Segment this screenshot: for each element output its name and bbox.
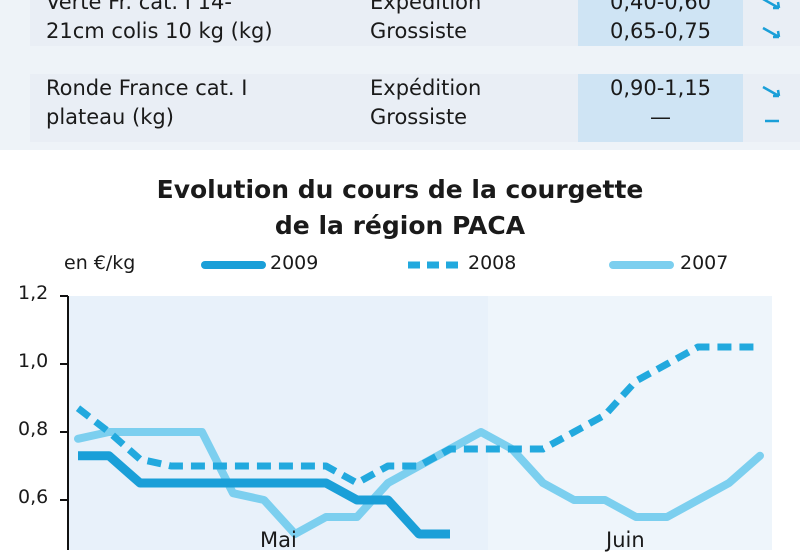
month-label-mai: Mai bbox=[260, 528, 297, 552]
product-line: Ronde France cat. I bbox=[46, 76, 248, 100]
stage-cell: Expédition Grossiste bbox=[320, 74, 578, 142]
price-cell: 0,40-0,60 0,65-0,75 bbox=[578, 0, 743, 46]
month-label-juin: Juin bbox=[606, 528, 645, 552]
legend-label-2007: 2007 bbox=[680, 252, 729, 274]
y-tick-label: 1,2 bbox=[18, 282, 49, 304]
price-value: 0,65-0,75 bbox=[609, 19, 712, 43]
may-panel bbox=[68, 296, 488, 550]
stage-label: Expédition bbox=[370, 0, 482, 14]
chart-title-line-2: de la région PACA bbox=[274, 211, 526, 240]
stage-label: Grossiste bbox=[370, 19, 468, 43]
y-tick-label: 0,8 bbox=[18, 418, 49, 440]
trend-down-icon bbox=[762, 0, 781, 10]
series-line-2009 bbox=[78, 451, 450, 539]
price-value: 0,90-1,15 bbox=[609, 76, 712, 100]
y-tick-label: 1,0 bbox=[18, 350, 49, 372]
product-line: 21cm colis 10 kg (kg) bbox=[46, 19, 273, 43]
trend-down-icon bbox=[762, 85, 781, 98]
series-line-2008 bbox=[75, 343, 760, 487]
product-line: plateau (kg) bbox=[46, 105, 174, 129]
june-panel bbox=[488, 296, 772, 550]
stage-label: Grossiste bbox=[370, 105, 468, 129]
chart-title-line-1: Evolution du cours de la courgette bbox=[156, 175, 644, 204]
price-cell: 0,90-1,15 — bbox=[578, 74, 743, 142]
product-cell: Ronde France cat. I plateau (kg) bbox=[30, 74, 320, 142]
series-line-2007 bbox=[74, 428, 764, 538]
product-cell: Verte Fr. cat. I 14- 21cm colis 10 kg (k… bbox=[30, 0, 320, 46]
product-line: Verte Fr. cat. I 14- bbox=[46, 0, 232, 14]
legend-label-2008: 2008 bbox=[468, 252, 517, 274]
y-tick-label: 0,6 bbox=[18, 486, 49, 508]
trend-down-icon bbox=[762, 26, 781, 39]
trend-flat-icon bbox=[765, 119, 779, 123]
unit-label: en €/kg bbox=[64, 252, 136, 274]
price-value: — bbox=[650, 105, 671, 129]
trend-cell bbox=[743, 0, 800, 46]
trend-cell bbox=[743, 74, 800, 142]
price-value: 0,40-0,60 bbox=[609, 0, 712, 14]
legend-label-2009: 2009 bbox=[270, 252, 319, 274]
stage-label: Expédition bbox=[370, 76, 482, 100]
price-table: Verte Fr. cat. I 14- 21cm colis 10 kg (k… bbox=[0, 0, 800, 150]
stage-cell: Expédition Grossiste bbox=[320, 0, 578, 46]
